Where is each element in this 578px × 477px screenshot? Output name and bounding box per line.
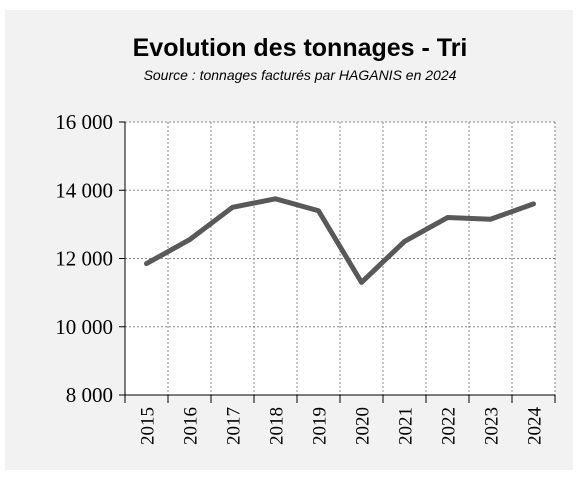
y-tick-label: 10 000: [55, 315, 113, 339]
x-tick-label: 2023: [482, 407, 503, 445]
chart-subtitle: Source : tonnages facturés par HAGANIS e…: [144, 67, 457, 83]
x-tick-label: 2024: [525, 407, 546, 446]
x-tick-label: 2019: [310, 407, 331, 445]
x-tick-label: 2016: [181, 407, 202, 445]
x-tick-label: 2018: [267, 407, 288, 445]
line: [144, 196, 536, 285]
y-tick-label: 8 000: [66, 383, 113, 407]
x-tick-label: 2022: [439, 407, 460, 445]
y-tick-label: 12 000: [55, 247, 113, 271]
y-tick-label: 14 000: [55, 178, 113, 202]
x-tick-label: 2015: [138, 407, 159, 445]
x-tick-label: 2017: [224, 407, 245, 445]
y-tick-label: 16 000: [55, 110, 113, 134]
x-tick-label: 2020: [353, 407, 374, 445]
chart-title: Evolution des tonnages - Tri: [133, 34, 468, 62]
x-tick-label: 2021: [396, 407, 417, 445]
